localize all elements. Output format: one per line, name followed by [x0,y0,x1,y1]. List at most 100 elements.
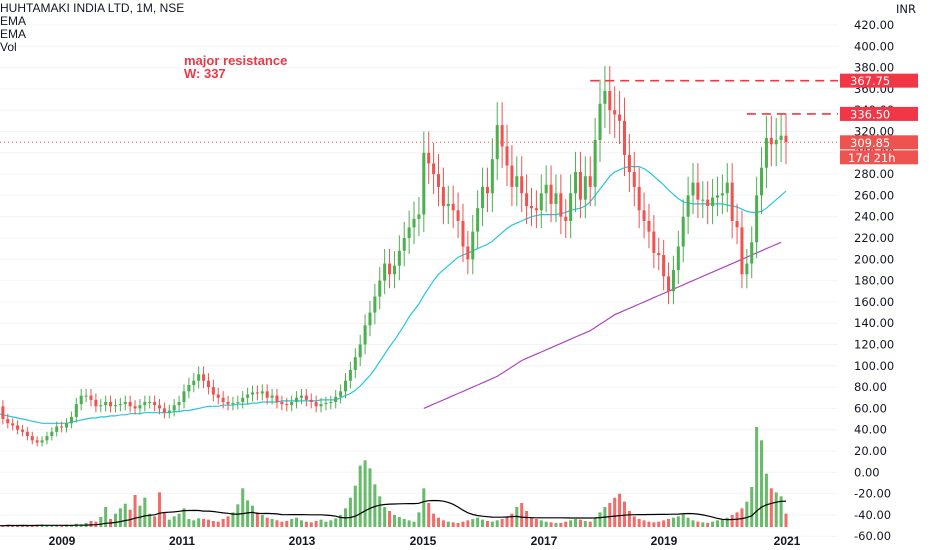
volume-bar [363,460,367,527]
volume-bar [534,519,538,527]
volume-bar [461,521,465,527]
candle-body [236,402,240,404]
volume-bar [157,492,162,527]
candle-body [578,171,582,200]
candle-body [343,380,348,392]
volume-bar [45,525,49,527]
candle-body [16,425,20,430]
candle-body [89,395,93,400]
candle-body [172,405,176,411]
candle-body [206,380,210,388]
volume-bar [549,522,553,527]
volume-bar [559,523,563,527]
volume-bar [471,519,475,527]
volume-bar [490,521,494,527]
candle-body [255,392,259,394]
candle-body [505,146,509,166]
resistance-lines [0,79,838,143]
volume-bar [329,520,333,527]
candle-body [451,203,455,211]
volume-bar [30,525,34,527]
candle-body [681,216,685,247]
candle-body [1,406,5,420]
volume-bar [123,503,127,527]
candle-body [559,193,563,217]
candle-body [94,399,98,407]
volume-bar [383,507,387,527]
volume-bar [392,515,396,527]
volume-bar [456,523,460,527]
candle-body [40,440,44,443]
y-tick-label: 260.00 [854,188,894,202]
candle-body [314,402,318,407]
candle-body [671,269,675,292]
volume-bar [89,521,93,527]
price-tag-label: 309.85 [850,136,890,150]
volume-bar [652,522,656,527]
candle-body [45,436,49,441]
volume-bar [608,503,612,527]
volume-bar [148,513,152,527]
volume-bar [667,519,671,527]
symbol-title[interactable]: HUHTAMAKI INDIA LTD, 1M, NSE [0,1,185,15]
volume-ma-line [0,499,787,527]
volume-bar [285,521,289,527]
volume-bar [295,517,299,527]
candle-body [30,436,34,441]
candle-body [275,395,279,403]
y-tick-label: 420.00 [854,18,894,32]
candle-body [270,395,274,398]
candle-body [192,380,196,385]
y-tick-label: 100.00 [854,359,894,373]
volume-bar [446,521,450,527]
volume-bar [304,521,308,527]
candle-body [260,391,264,394]
countdown-label: 17d 21h [848,151,896,165]
volume-bar [422,488,426,527]
ema-fast-line [0,166,787,424]
candle-body [182,391,186,403]
candle-body [539,193,543,211]
ema-legend-2[interactable]: EMA [0,27,27,41]
ema-legend-1[interactable]: EMA [0,14,27,28]
volume-bar [226,516,230,527]
volume-bar [725,517,729,527]
candle-body [35,440,39,443]
y-tick-label: -40.00 [854,508,891,522]
candle-body [74,404,78,417]
volume-bar [192,520,196,527]
y-tick-label: 220.00 [854,231,894,245]
volume-bar [388,511,392,527]
volume-bar [309,522,313,527]
countdown-tag [840,150,918,165]
candle-body [686,195,690,217]
candle-body [701,199,705,201]
y-axis[interactable]: 420.00400.00380.00360.00340.00320.00300.… [854,2,916,543]
candle-body [187,384,191,392]
candle-body [363,325,367,345]
candle-body [378,280,382,297]
volume-bar [706,523,710,527]
y-tick-label: 40.00 [854,423,887,437]
candle-body [50,431,54,437]
volume-bar [671,517,675,527]
volume-bar [774,492,778,527]
volume-bar [128,509,132,527]
volume-bar [417,512,421,527]
x-tick-label: 2021 [774,534,801,548]
volume-bar [25,525,29,527]
y-tick-label: 400.00 [854,39,894,53]
candle-body [285,404,289,406]
candle-body [510,165,514,187]
volume-bar [241,488,245,527]
vol-legend[interactable]: Vol [0,40,17,54]
volume-bar [554,523,558,527]
volume-bar [451,522,455,527]
volume-bar [657,521,661,527]
candle-body [525,193,529,207]
volume-bar [760,440,764,527]
x-axis[interactable]: 2009 2011 2013 2015 2017 2019 2021 [49,534,801,548]
x-tick-label: 2019 [651,534,678,548]
candle-body [618,114,622,121]
